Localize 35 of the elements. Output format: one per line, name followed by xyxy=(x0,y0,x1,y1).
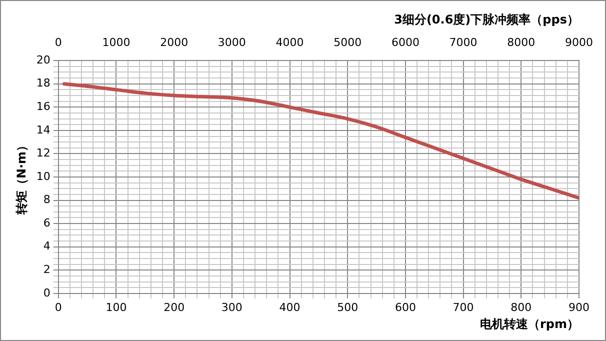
x2-tick-label: 2000 xyxy=(160,36,188,49)
y-tick-label: 16 xyxy=(36,100,50,114)
x2-tick-label: 4000 xyxy=(276,36,304,49)
y-tick-label: 10 xyxy=(36,170,50,183)
x-tick-label: 200 xyxy=(164,300,185,314)
y-axis-title: 转矩（N·m） xyxy=(14,139,28,216)
x-tick-label: 0 xyxy=(54,300,62,314)
x2-tick-label: 3000 xyxy=(218,36,246,49)
x-tick-label: 700 xyxy=(452,300,474,314)
x-tick-label: 800 xyxy=(510,300,532,314)
x2-axis-title: 3细分(0.6度)下脉冲频率（pps） xyxy=(394,12,579,26)
x2-tick-label: 1000 xyxy=(102,36,130,49)
line-series xyxy=(62,82,579,200)
x2-tick-label: 0 xyxy=(54,36,62,49)
y-tick-label: 20 xyxy=(36,53,50,66)
x2-tick-label: 7000 xyxy=(449,36,478,49)
y-tick-label: 14 xyxy=(36,123,50,136)
y-tick-label: 6 xyxy=(43,216,50,230)
x2-tick-label: 8000 xyxy=(507,36,536,49)
x-tick-label: 400 xyxy=(279,300,300,314)
x-axis-title: 电机转速（rpm） xyxy=(480,316,579,331)
y-tick-label: 8 xyxy=(43,193,50,206)
y-tick-label: 2 xyxy=(43,262,50,276)
y-tick-label: 0 xyxy=(43,286,50,300)
x2-tick-label: 5000 xyxy=(334,36,362,49)
x2-tick-label: 9000 xyxy=(565,36,593,49)
x-tick-label: 300 xyxy=(221,300,242,314)
x-tick-label: 600 xyxy=(394,300,416,314)
x-tick-label: 100 xyxy=(106,300,127,314)
x-tick-label: 900 xyxy=(568,300,590,314)
y-tick-label: 18 xyxy=(36,76,50,90)
x2-tick-label: 6000 xyxy=(391,36,420,49)
y-tick-label: 4 xyxy=(43,240,50,253)
y-tick-label: 12 xyxy=(36,146,50,160)
x-tick-label: 500 xyxy=(337,300,358,314)
